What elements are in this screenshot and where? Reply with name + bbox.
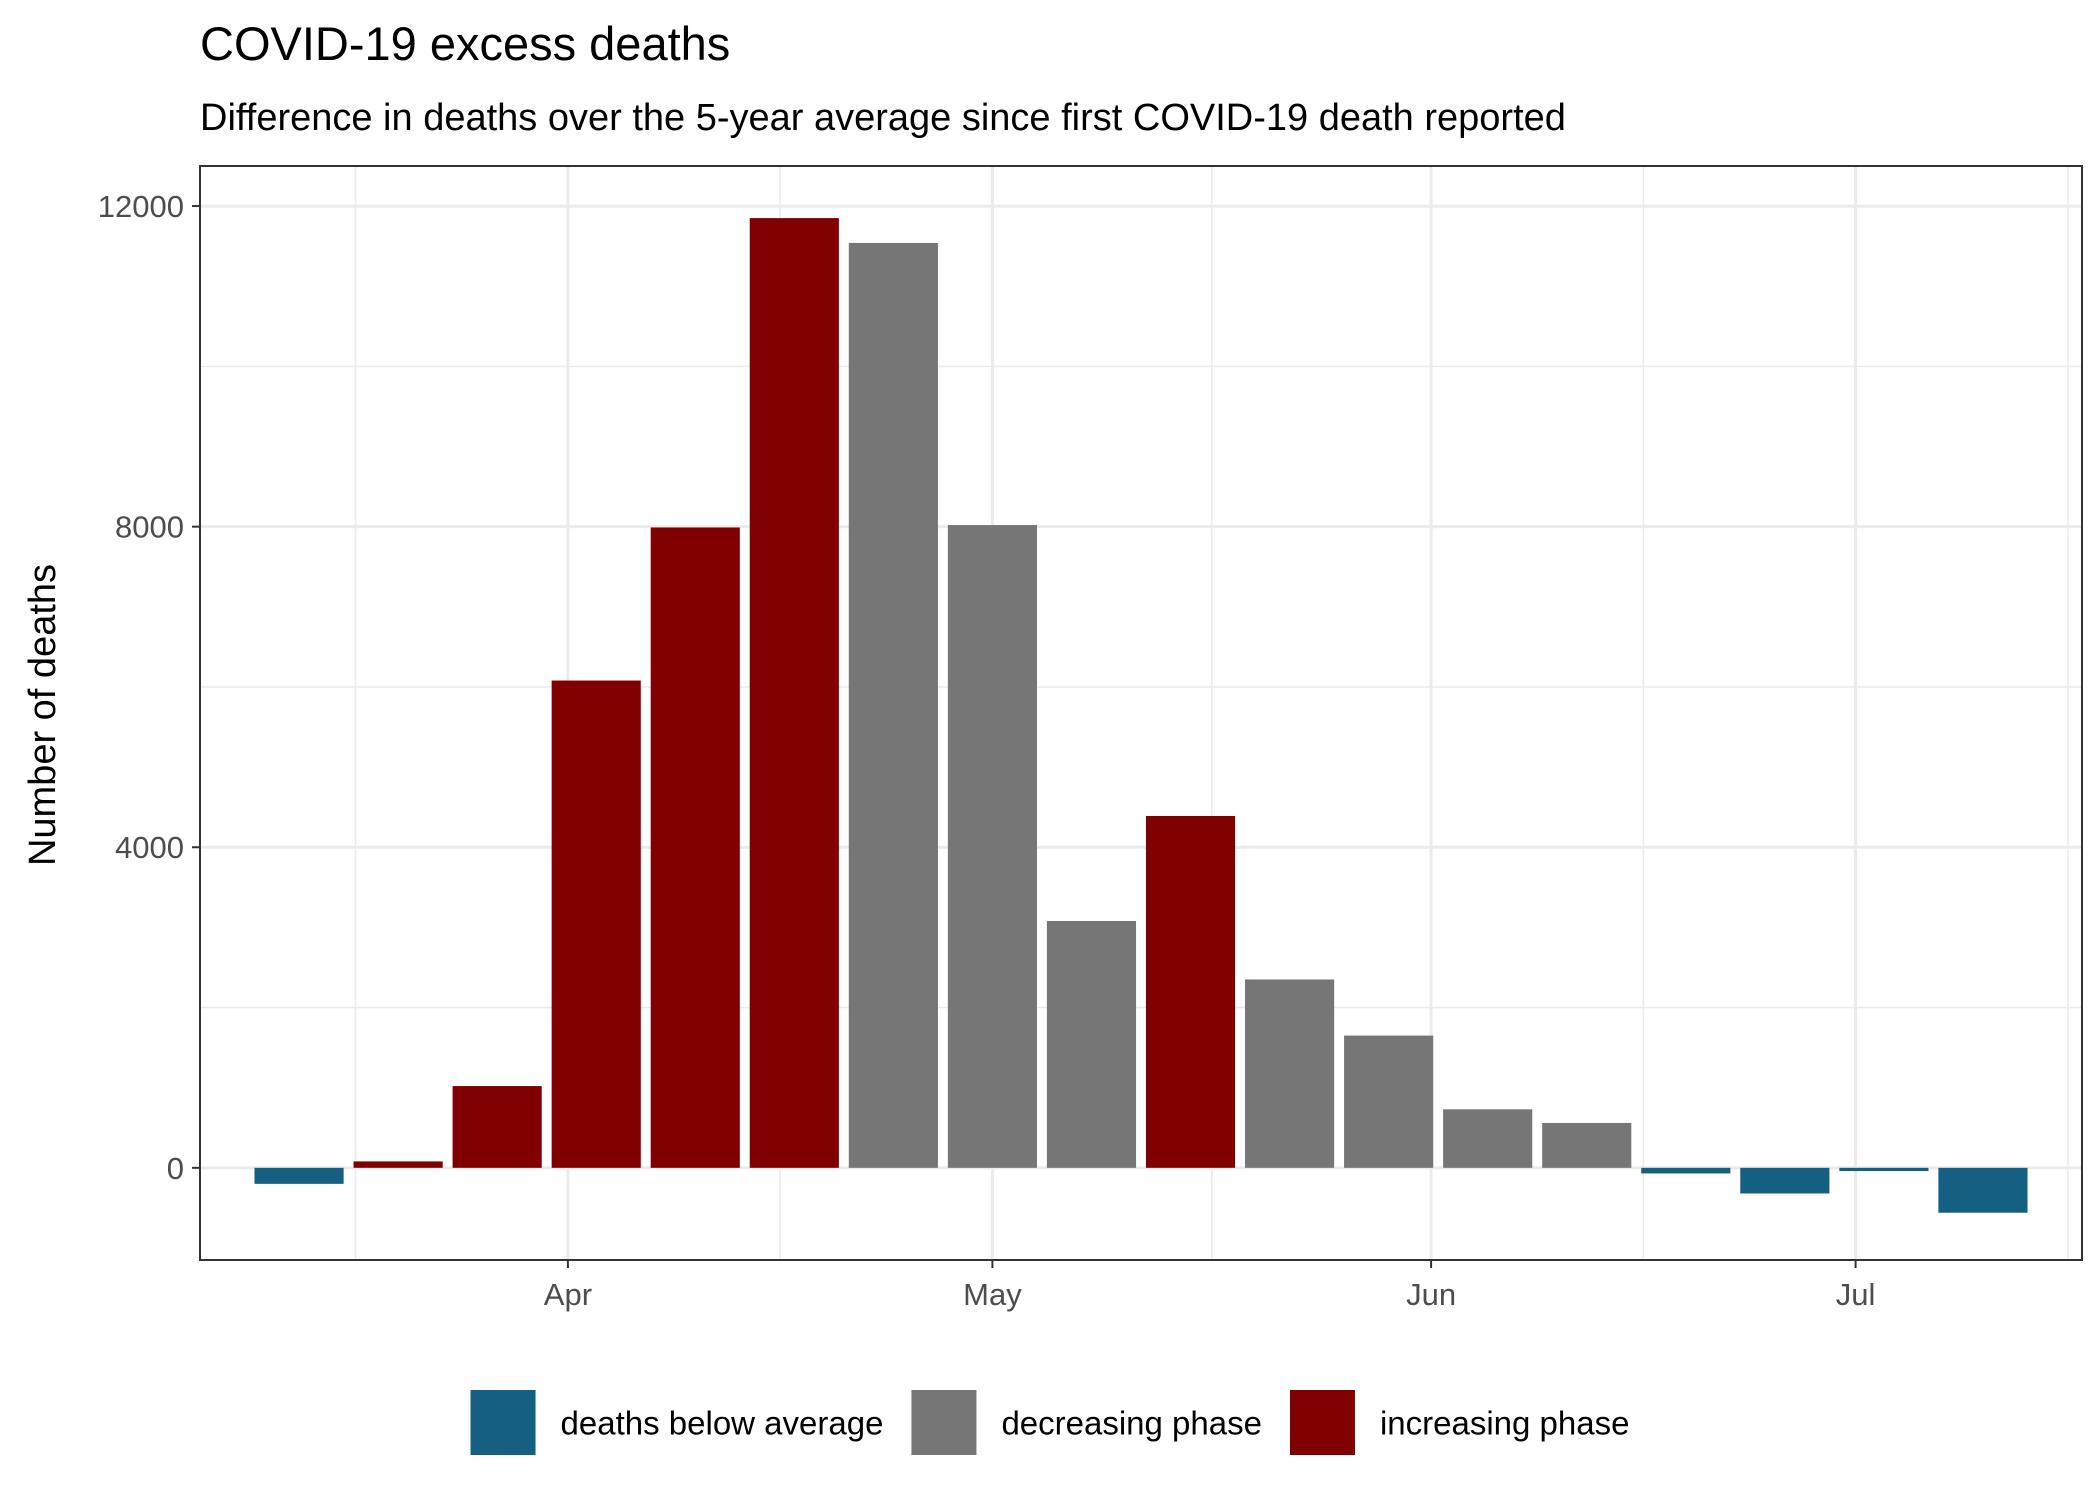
- bar: [1046, 920, 1137, 1168]
- bar: [947, 525, 1037, 1168]
- bar: [1344, 1035, 1434, 1168]
- legend-label: increasing phase: [1380, 1405, 1630, 1442]
- bar: [452, 1086, 542, 1168]
- bar: [551, 680, 641, 1168]
- legend-key: [470, 1390, 536, 1455]
- bar: [1839, 1167, 1929, 1172]
- y-tick-label: 4000: [115, 830, 184, 865]
- x-tick-label: May: [963, 1277, 1022, 1312]
- x-tick-label: Jul: [1836, 1277, 1876, 1312]
- legend-key: [1289, 1390, 1355, 1455]
- bar: [1740, 1167, 1830, 1194]
- x-tick-label: Jun: [1406, 1277, 1456, 1312]
- legend-key: [911, 1390, 977, 1455]
- bar: [1145, 815, 1236, 1168]
- y-tick-label: 0: [167, 1151, 184, 1186]
- plot-border: [199, 165, 2083, 1261]
- bar: [1542, 1122, 1632, 1168]
- bar: [1938, 1167, 2028, 1213]
- chart-title: COVID-19 excess deaths: [200, 17, 730, 70]
- x-tick-label: Apr: [544, 1277, 592, 1312]
- legend: deaths below average decreasing phase incr…: [470, 1390, 1630, 1455]
- y-tick-label: 12000: [98, 189, 184, 224]
- bar: [1641, 1167, 1731, 1174]
- plot-area: 0 4000 8000 12000 Apr May Jun Jul: [98, 165, 2083, 1312]
- bar: [1245, 979, 1335, 1168]
- chart-subtitle: Difference in deaths over the 5-year ave…: [200, 97, 1566, 139]
- y-tick-label: 8000: [115, 510, 184, 545]
- bar: [848, 242, 938, 1168]
- bar: [254, 1167, 344, 1184]
- legend-label: decreasing phase: [1001, 1405, 1262, 1442]
- bar: [749, 218, 839, 1168]
- y-axis-title: Number of deaths: [22, 564, 64, 866]
- bar: [353, 1161, 443, 1168]
- plot-background: [200, 166, 2082, 1260]
- bar: [650, 527, 740, 1168]
- legend-label: deaths below average: [561, 1405, 884, 1442]
- bar: [1443, 1109, 1533, 1168]
